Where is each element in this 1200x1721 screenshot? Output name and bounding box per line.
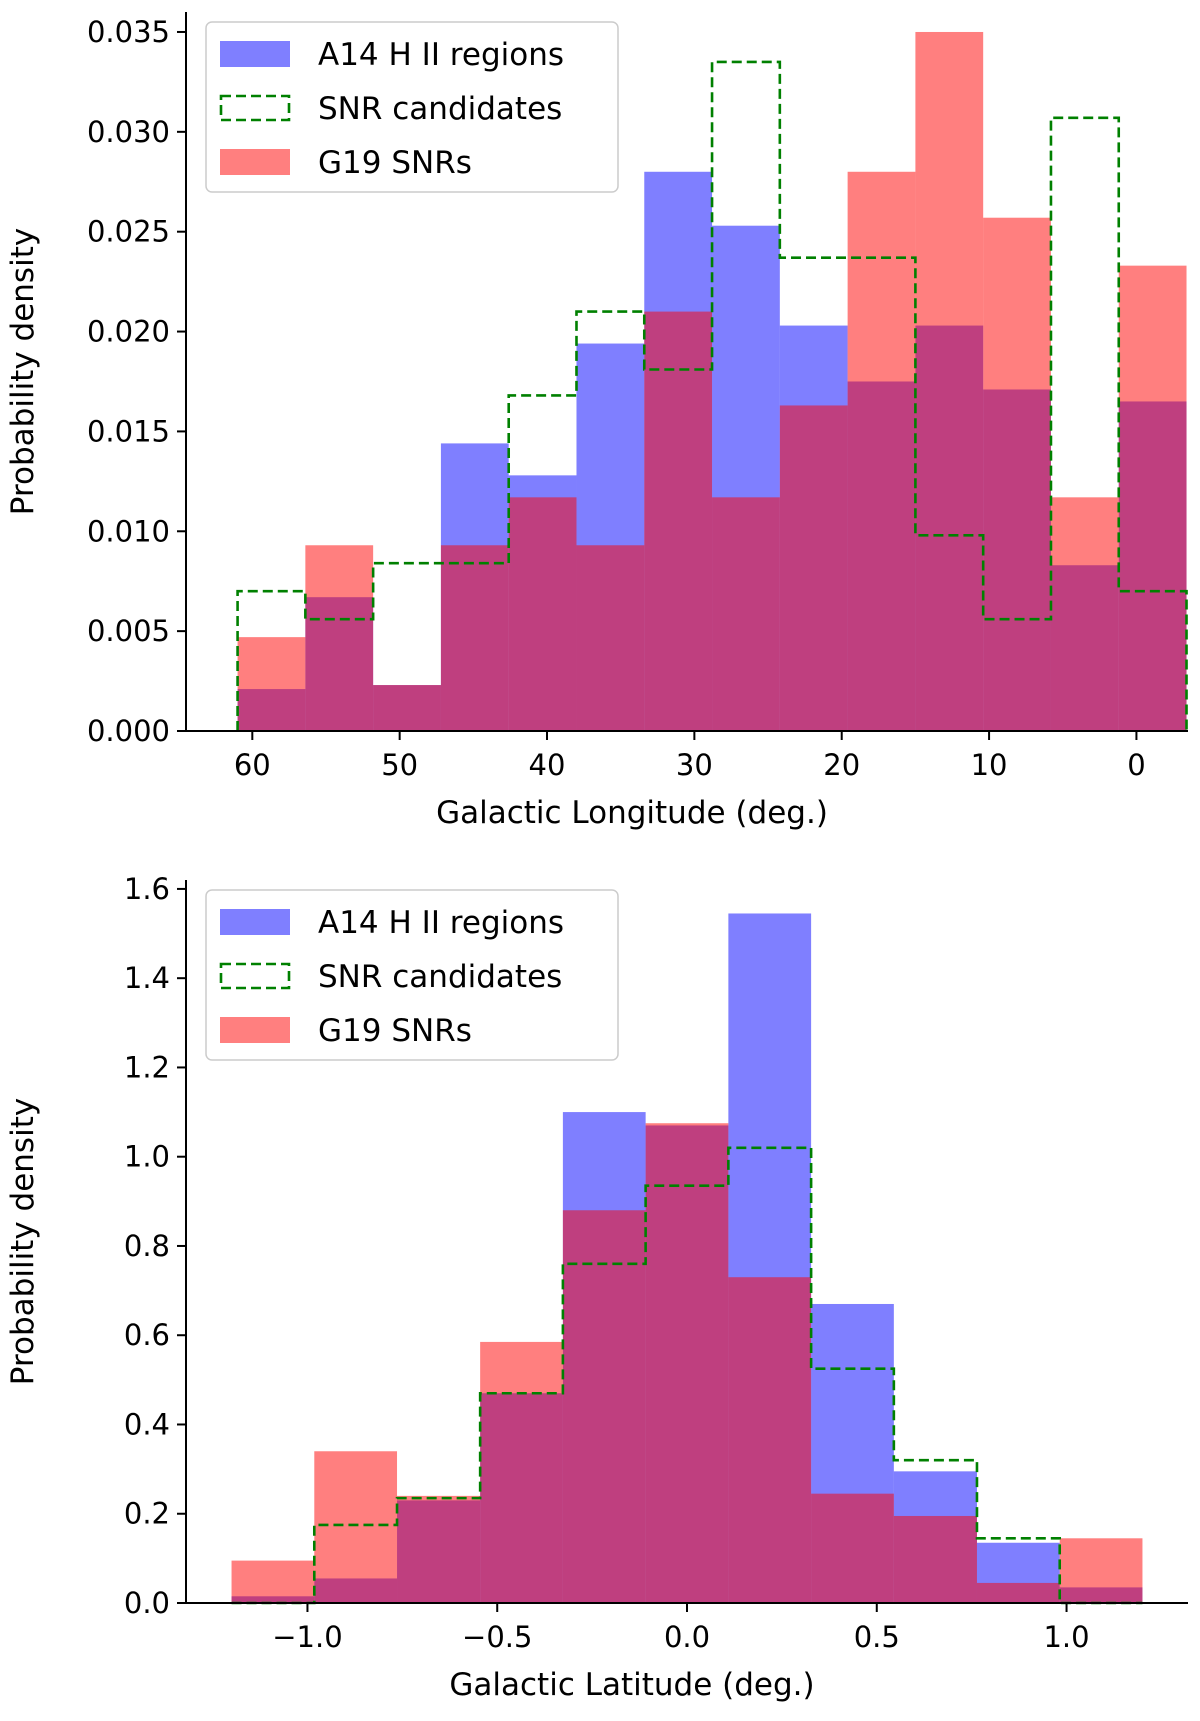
latitude-histogram-panel: 0.0 0.2 0.4 0.6 0.8 1.0 1.2 1.4 1.6 −1.0 −0.5 0.0 0.… — [5, 872, 1188, 1703]
lon-legend-label-hii: A14 H II regions — [318, 37, 564, 73]
lat-x-tick-label-1: −0.5 — [462, 1620, 532, 1654]
lon-y-tick-label-6: 0.030 — [87, 115, 170, 149]
lon-g19-bar-0 — [237, 637, 306, 731]
lon-x-tick-label-1: 50 — [381, 748, 418, 782]
lat-g19-bar-4 — [562, 1210, 646, 1603]
longitude-histogram-panel: 0.000 0.005 0.010 0.015 0.020 0.025 0.030 0.035… — [5, 12, 1188, 831]
lon-legend-swatch-g19 — [220, 149, 290, 175]
lat-g19-bar-8 — [893, 1515, 977, 1603]
lon-g19-bar-3 — [440, 545, 509, 731]
lat-legend-label-g19: G19 SNRs — [318, 1013, 472, 1049]
lon-legend-box — [205, 21, 619, 193]
lon-x-tick-label-0: 60 — [234, 748, 271, 782]
lat-y-axis-label: Probability density — [5, 1098, 41, 1385]
lat-g19-bar-6 — [728, 1277, 812, 1603]
lat-legend-swatch-snr-candidates — [219, 962, 291, 990]
lat-legend-label-snr-candidates: SNR candidates — [318, 959, 562, 995]
lon-legend-swatch-hii — [220, 41, 290, 67]
lon-y-tick-label-1: 0.005 — [87, 614, 170, 648]
lon-x-tick-label-6: 0 — [1127, 748, 1145, 782]
lat-x-tick-label-2: 0.0 — [664, 1620, 710, 1654]
lat-y-tick-label-1: 0.2 — [124, 1497, 170, 1531]
lon-y-tick-label-0: 0.000 — [87, 714, 170, 748]
lon-g19-bar-8 — [779, 405, 848, 731]
lat-x-axis-label: Galactic Latitude (deg.) — [449, 1667, 814, 1703]
lon-x-tick-label-3: 30 — [676, 748, 713, 782]
lat-y-tick-label-4: 0.8 — [124, 1229, 170, 1263]
lat-x-tick-label-3: 0.5 — [854, 1620, 900, 1654]
lon-g19-bar-1 — [305, 545, 374, 731]
lon-x-tick-label-5: 10 — [971, 748, 1008, 782]
lat-g19-bar-10 — [1059, 1538, 1143, 1603]
lat-legend-swatch-g19 — [220, 1017, 290, 1043]
lon-g19-bar-4 — [508, 497, 577, 731]
lat-x-tick-label-0: −1.0 — [272, 1620, 342, 1654]
lat-legend-box — [205, 889, 619, 1061]
lat-y-tick-label-6: 1.2 — [124, 1050, 170, 1084]
lat-y-tick-label-7: 1.4 — [124, 961, 170, 995]
lon-legend-swatch-snr-candidates — [219, 94, 291, 122]
lon-x-tick-label-2: 40 — [529, 748, 566, 782]
lat-g19-bar-5 — [645, 1123, 729, 1603]
lon-g19-bar-11 — [983, 217, 1051, 732]
lon-y-tick-label-4: 0.020 — [87, 315, 170, 349]
lon-g19-bar-10 — [915, 31, 984, 731]
lon-g19-bar-6 — [644, 311, 713, 731]
lon-legend-label-g19: G19 SNRs — [318, 145, 472, 181]
lon-y-tick-label-7: 0.035 — [87, 15, 170, 49]
lon-y-tick-label-2: 0.010 — [87, 514, 170, 548]
lat-y-tick-label-0: 0.0 — [124, 1586, 170, 1620]
lat-y-tick-label-3: 0.6 — [124, 1318, 170, 1352]
lat-y-tick-label-8: 1.6 — [124, 872, 170, 906]
lon-g19-bar-12 — [1050, 497, 1119, 731]
lon-legend-label-snr-candidates: SNR candidates — [318, 91, 562, 127]
lat-legend-label-hii: A14 H II regions — [318, 905, 564, 941]
lat-g19-bar-1 — [314, 1451, 398, 1603]
lon-g19-bar-13 — [1118, 265, 1187, 731]
lon-y-axis-label: Probability density — [5, 228, 41, 515]
lat-g19-bar-2 — [397, 1495, 481, 1603]
lon-x-axis-label: Galactic Longitude (deg.) — [436, 795, 828, 831]
lat-y-tick-label-5: 1.0 — [124, 1140, 170, 1174]
lon-y-tick-label-5: 0.025 — [87, 215, 170, 249]
lon-g19-bar-2 — [373, 685, 441, 731]
lon-g19-bar-7 — [712, 497, 780, 731]
lat-legend-swatch-hii — [220, 909, 290, 935]
lat-g19-bar-7 — [811, 1493, 894, 1603]
lon-snr-candidates-step-line — [236, 60, 1188, 731]
lat-g19-bar-3 — [480, 1341, 563, 1603]
lat-snr-candidates-step-line — [231, 1146, 1143, 1605]
lat-x-tick-label-4: 1.0 — [1043, 1620, 1089, 1654]
lat-g19-bar-0 — [231, 1560, 315, 1603]
lon-g19-bar-5 — [576, 545, 645, 731]
lat-y-tick-label-2: 0.4 — [124, 1407, 170, 1441]
lon-x-tick-label-4: 20 — [823, 748, 860, 782]
lon-g19-bar-9 — [847, 171, 916, 731]
lat-g19-bar-9 — [976, 1582, 1060, 1603]
lon-y-tick-label-3: 0.015 — [87, 414, 170, 448]
